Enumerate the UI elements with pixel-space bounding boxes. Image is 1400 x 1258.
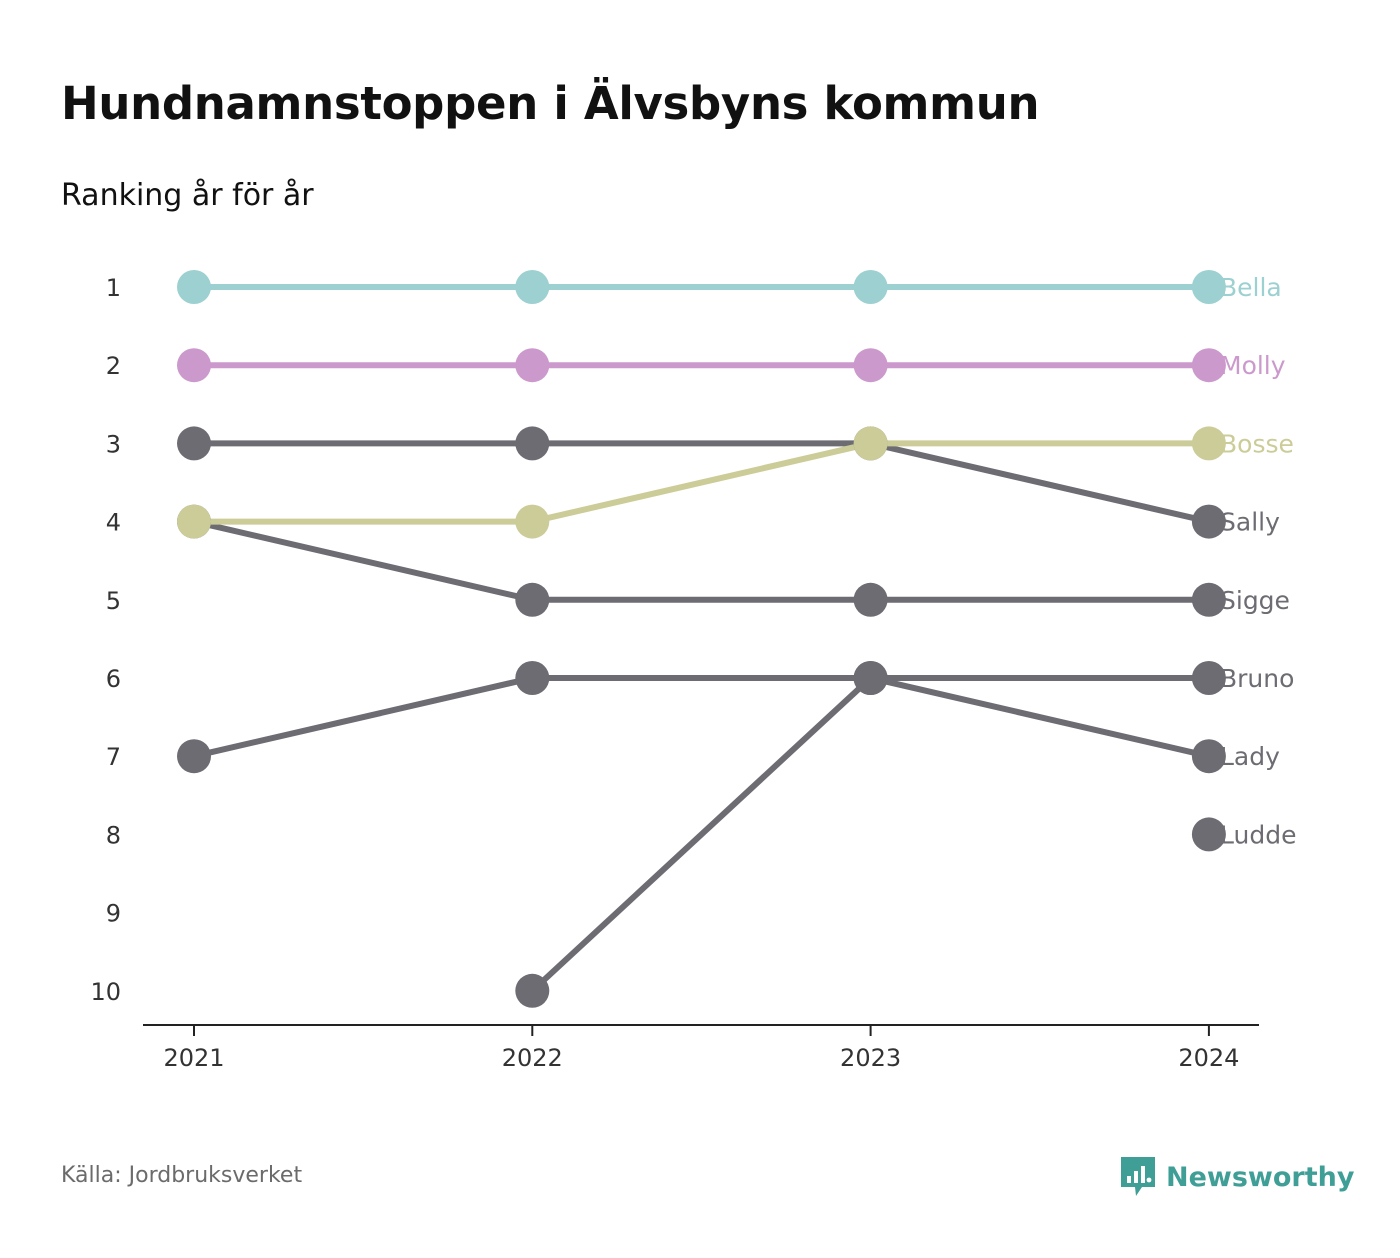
data-point-sigge <box>515 582 550 617</box>
series-label-bruno: Bruno <box>1220 664 1294 693</box>
y-tick-label: 8 <box>106 821 121 849</box>
x-axis: 2021 2022 2023 2024 <box>143 1024 1259 1072</box>
x-tick-label: 2023 <box>840 1044 901 1072</box>
data-point-sigge <box>1191 582 1226 617</box>
data-point-bosse <box>515 504 550 539</box>
data-point-sally <box>515 426 550 461</box>
data-point-bosse <box>1191 426 1226 461</box>
brand-logo[interactable]: Newsworthy <box>1118 1154 1354 1200</box>
data-point-bella <box>177 270 211 304</box>
data-point-ludde <box>1191 817 1226 852</box>
data-point-molly <box>515 348 550 383</box>
y-tick-label: 9 <box>106 900 121 928</box>
data-point-bosse <box>853 426 888 461</box>
series-label-bella: Bella <box>1220 273 1282 302</box>
y-tick-label: 5 <box>106 587 121 615</box>
data-point-bella <box>1191 270 1226 304</box>
y-tick-label: 1 <box>106 274 121 302</box>
data-point-bruno <box>1191 661 1226 695</box>
data-point-molly <box>1191 348 1226 383</box>
data-point-lady <box>177 739 211 774</box>
brand-name: Newsworthy <box>1166 1161 1355 1193</box>
series-line-bruno <box>529 675 1212 994</box>
y-tick-label: 4 <box>106 509 121 537</box>
series-lines <box>191 284 1212 994</box>
series-label-molly: Molly <box>1220 351 1286 380</box>
data-point-sally <box>177 426 211 461</box>
y-tick-label: 2 <box>106 352 121 380</box>
x-tick-label: 2024 <box>1178 1044 1239 1072</box>
series-label-bosse: Bosse <box>1220 429 1294 458</box>
data-point-molly <box>853 348 888 383</box>
series-line-sigge <box>191 518 1212 603</box>
newsworthy-logo-icon <box>1121 1157 1155 1196</box>
series-points <box>177 270 1226 1008</box>
data-point-bella <box>853 270 888 304</box>
data-point-lady <box>1191 739 1226 774</box>
y-tick-label: 10 <box>90 978 121 1006</box>
series-line-sally <box>191 440 1212 525</box>
series-line-bosse <box>191 440 1212 525</box>
series-label-sigge: Sigge <box>1220 586 1290 615</box>
series-label-lady: Lady <box>1220 742 1280 771</box>
data-point-molly <box>177 348 211 383</box>
series-label-ludde: Ludde <box>1220 820 1296 849</box>
series-labels: Bella Molly Bosse Sally Sigge Bruno Lady Ludde <box>1220 273 1296 849</box>
data-point-sally <box>1191 504 1226 539</box>
chart-title: Hundnamnstoppen i Älvsbyns kommun <box>61 77 1040 130</box>
source-note: Källa: Jordbruksverket <box>61 1163 303 1188</box>
series-label-sally: Sally <box>1220 508 1280 537</box>
data-point-lady <box>853 661 888 695</box>
data-point-bosse <box>177 504 211 539</box>
x-tick-label: 2022 <box>502 1044 563 1072</box>
y-tick-label: 3 <box>106 430 121 458</box>
y-axis-ticks: 1 2 3 4 5 6 7 8 9 10 <box>90 274 121 1006</box>
data-point-bella <box>515 270 550 304</box>
chart-subtitle: Ranking år för år <box>61 178 314 213</box>
series-line-lady <box>191 675 1212 760</box>
data-point-lady <box>515 661 550 695</box>
data-point-sigge <box>853 582 888 617</box>
y-tick-label: 6 <box>106 665 121 693</box>
y-tick-label: 7 <box>106 743 121 771</box>
x-tick-label: 2021 <box>163 1044 224 1072</box>
data-point-bruno <box>515 973 550 1008</box>
